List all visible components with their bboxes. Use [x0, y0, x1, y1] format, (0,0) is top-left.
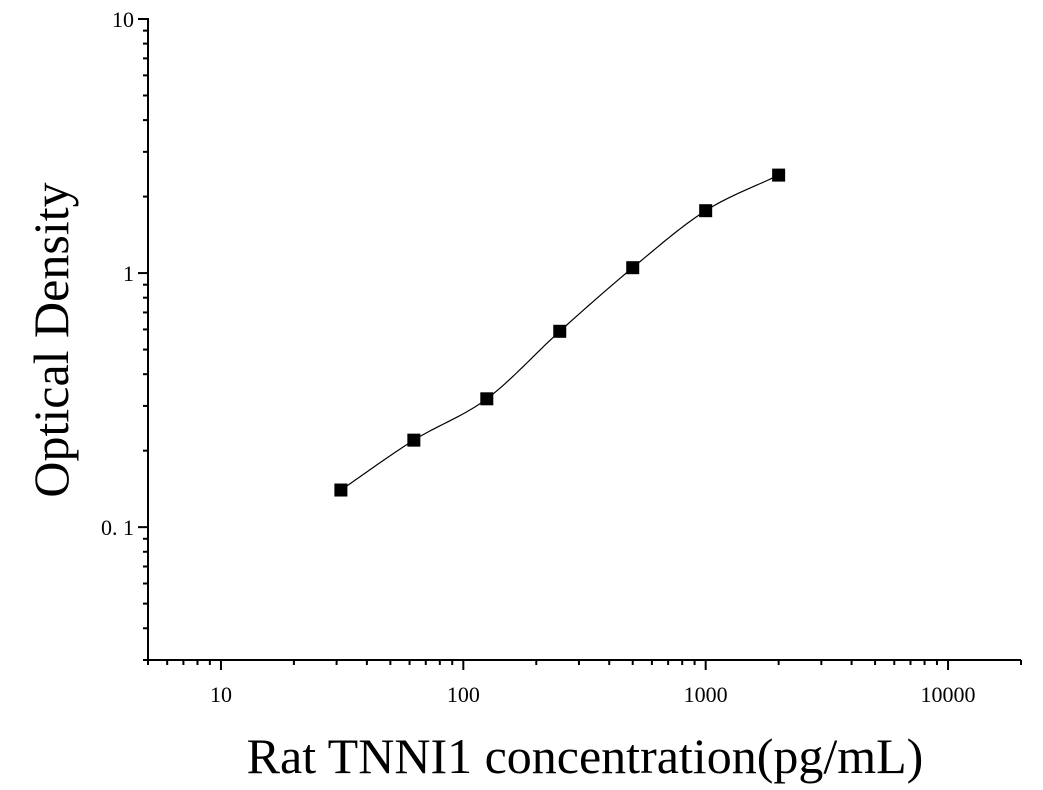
data-point	[480, 392, 494, 406]
data-point	[553, 324, 567, 338]
x-tick-label: 1000	[684, 682, 728, 707]
y-tick-label: 0. 1	[101, 515, 134, 540]
x-tick-label: 10	[210, 682, 232, 707]
y-tick-label: 10	[112, 7, 134, 32]
data-point	[407, 433, 421, 447]
data-point	[699, 204, 713, 218]
axes	[138, 18, 1022, 670]
y-tick-label: 1	[123, 261, 134, 286]
data-point	[334, 483, 348, 497]
x-tick-label: 100	[447, 682, 480, 707]
y-axis-title: Optical Density	[23, 182, 79, 497]
data-points	[334, 168, 786, 497]
x-tick-label: 10000	[921, 682, 976, 707]
data-point	[772, 168, 786, 182]
data-point	[626, 261, 640, 275]
x-axis-title: Rat TNNI1 concentration(pg/mL)	[247, 728, 924, 784]
tick-labels: 10 100 1000 10000 0. 1 1 10	[101, 7, 976, 707]
